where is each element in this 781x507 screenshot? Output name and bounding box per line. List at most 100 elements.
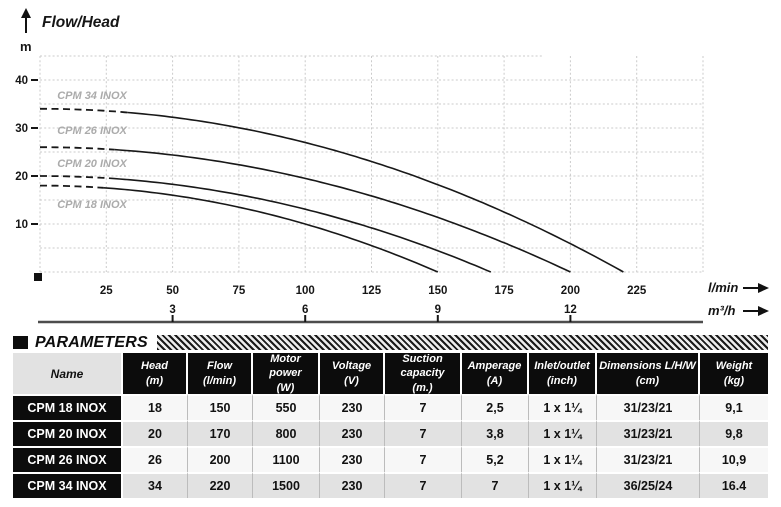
svg-text:25: 25 <box>100 285 113 297</box>
cell-cpm-18-inox-head: 18 <box>123 394 188 420</box>
cell-cpm-34-inox-weight: 16.4 <box>700 472 768 498</box>
curve-label: CPM 18 INOX <box>57 199 127 211</box>
grid <box>39 55 704 273</box>
cell-cpm-20-inox-dimensions-l-h-w: 31/23/21 <box>597 420 700 446</box>
cell-cpm-26-inox-dimensions-l-h-w: 31/23/21 <box>597 446 700 472</box>
pump-curve-CPM-26-INOX: CPM 26 INOX <box>40 125 571 273</box>
y-axis-unit-label: m <box>20 39 32 54</box>
cell-cpm-18-inox-flow: 150 <box>188 394 253 420</box>
parameters-section-header: PARAMETERS <box>13 334 768 351</box>
cell-cpm-20-inox-flow: 170 <box>188 420 253 446</box>
pump-curve-CPM-34-INOX: CPM 34 INOX <box>40 90 624 273</box>
curve-label: CPM 26 INOX <box>57 125 127 137</box>
svg-text:100: 100 <box>296 285 315 297</box>
chart-plot-area: 10 20 30 40 25 50 75 100 125 150 175 200 225 3 6 9 12 CPM… <box>15 55 704 324</box>
cell-cpm-34-inox-motor-power: 1500 <box>253 472 320 498</box>
head-dashed-lead <box>40 184 104 189</box>
cell-cpm-18-inox-suction-capacity: 7 <box>385 394 462 420</box>
performance-curve <box>114 148 571 273</box>
svg-text:12: 12 <box>564 304 577 316</box>
chart-title: Flow/Head <box>42 14 120 31</box>
column-header-voltage: Voltage (V) <box>320 353 385 394</box>
column-header-weight: Weight (kg) <box>700 353 768 394</box>
curve-label: CPM 34 INOX <box>57 90 127 102</box>
cell-cpm-20-inox-motor-power: 800 <box>253 420 320 446</box>
cell-cpm-20-inox-weight: 9,8 <box>700 420 768 446</box>
svg-text:175: 175 <box>495 285 515 297</box>
cell-cpm-34-inox-suction-capacity: 7 <box>385 472 462 498</box>
column-header-name: Name <box>13 353 123 394</box>
x-axis-primary-ticks: 25 50 75 100 125 150 175 200 225 <box>100 285 647 297</box>
svg-text:40: 40 <box>15 75 28 87</box>
column-header-motor-power: Motor power (W) <box>253 353 320 394</box>
cell-cpm-20-inox-head: 20 <box>123 420 188 446</box>
x-axis-secondary-right-arrow-icon <box>743 306 769 316</box>
cell-cpm-18-inox-dimensions-l-h-w: 31/23/21 <box>597 394 700 420</box>
svg-text:75: 75 <box>233 285 246 297</box>
x-axis-secondary: 3 6 9 12 <box>38 304 703 324</box>
x-axis-primary-unit-label: l/min <box>708 280 739 295</box>
svg-text:50: 50 <box>166 285 179 297</box>
svg-text:3: 3 <box>169 304 175 316</box>
column-header-dimensions-l-h-w: Dimensions L/H/W (cm) <box>597 353 700 394</box>
column-header-amperage: Amperage (A) <box>462 353 529 394</box>
svg-text:30: 30 <box>15 123 28 135</box>
row-name-cpm-34-inox: CPM 34 INOX <box>13 472 123 498</box>
column-header-head: Head (m) <box>123 353 188 394</box>
flow-head-chart: 10 20 30 40 25 50 75 100 125 150 175 200 225 3 6 9 12 CPM… <box>15 8 769 324</box>
cell-cpm-34-inox-inlet-outlet: 1 x 1¼ <box>529 472 597 498</box>
cell-cpm-34-inox-dimensions-l-h-w: 36/25/24 <box>597 472 700 498</box>
cell-cpm-20-inox-amperage: 3,8 <box>462 420 529 446</box>
cell-cpm-34-inox-voltage: 230 <box>320 472 385 498</box>
svg-text:9: 9 <box>435 304 441 316</box>
cell-cpm-18-inox-weight: 9,1 <box>700 394 768 420</box>
square-bullet-icon <box>13 336 28 349</box>
pump-curve-CPM-18-INOX: CPM 18 INOX <box>40 184 439 273</box>
x-axis-secondary-unit-label: m³/h <box>708 303 736 318</box>
cell-cpm-34-inox-head: 34 <box>123 472 188 498</box>
chart-svg: 10 20 30 40 25 50 75 100 125 150 175 200 225 3 6 9 12 CPM… <box>15 55 704 324</box>
cell-cpm-20-inox-voltage: 230 <box>320 420 385 446</box>
cell-cpm-26-inox-weight: 10,9 <box>700 446 768 472</box>
cell-cpm-34-inox-amperage: 7 <box>462 472 529 498</box>
cell-cpm-26-inox-suction-capacity: 7 <box>385 446 462 472</box>
cell-cpm-18-inox-motor-power: 550 <box>253 394 320 420</box>
svg-text:200: 200 <box>561 285 580 297</box>
parameters-table: Name Head (m) Flow (l/min) Motor power (W) Volt… <box>13 353 768 498</box>
svg-text:6: 6 <box>302 304 308 316</box>
hatch-ribbon <box>156 335 768 350</box>
performance-curve <box>103 187 439 273</box>
svg-text:10: 10 <box>15 219 28 231</box>
performance-curve <box>108 177 492 273</box>
cell-cpm-26-inox-head: 26 <box>123 446 188 472</box>
curve-label: CPM 20 INOX <box>57 158 127 170</box>
performance-curve <box>127 111 624 273</box>
row-name-cpm-18-inox: CPM 18 INOX <box>13 394 123 420</box>
column-header-suction-capacity: Suction capacity (m.) <box>385 353 462 394</box>
cell-cpm-26-inox-inlet-outlet: 1 x 1¼ <box>529 446 597 472</box>
y-axis-up-arrow-icon <box>21 8 31 33</box>
svg-text:225: 225 <box>627 285 647 297</box>
y-axis-ticks: 10 20 30 40 <box>15 75 42 281</box>
cell-cpm-26-inox-voltage: 230 <box>320 446 385 472</box>
row-name-cpm-26-inox: CPM 26 INOX <box>13 446 123 472</box>
cell-cpm-18-inox-amperage: 2,5 <box>462 394 529 420</box>
origin-marker <box>34 273 42 281</box>
column-header-inlet-outlet: Inlet/outlet (inch) <box>529 353 597 394</box>
svg-text:125: 125 <box>362 285 382 297</box>
x-axis-right-arrow-icon <box>743 283 769 293</box>
cell-cpm-18-inox-voltage: 230 <box>320 394 385 420</box>
parameters-title: PARAMETERS <box>35 333 148 351</box>
pump-curve-CPM-20-INOX: CPM 20 INOX <box>40 158 492 273</box>
svg-text:20: 20 <box>15 171 28 183</box>
head-dashed-lead <box>40 107 128 114</box>
row-name-cpm-20-inox: CPM 20 INOX <box>13 420 123 446</box>
column-header-flow: Flow (l/min) <box>188 353 253 394</box>
head-dashed-lead <box>40 146 115 151</box>
cell-cpm-26-inox-motor-power: 1100 <box>253 446 320 472</box>
cell-cpm-26-inox-flow: 200 <box>188 446 253 472</box>
cell-cpm-20-inox-inlet-outlet: 1 x 1¼ <box>529 420 597 446</box>
cell-cpm-34-inox-flow: 220 <box>188 472 253 498</box>
cell-cpm-18-inox-inlet-outlet: 1 x 1¼ <box>529 394 597 420</box>
